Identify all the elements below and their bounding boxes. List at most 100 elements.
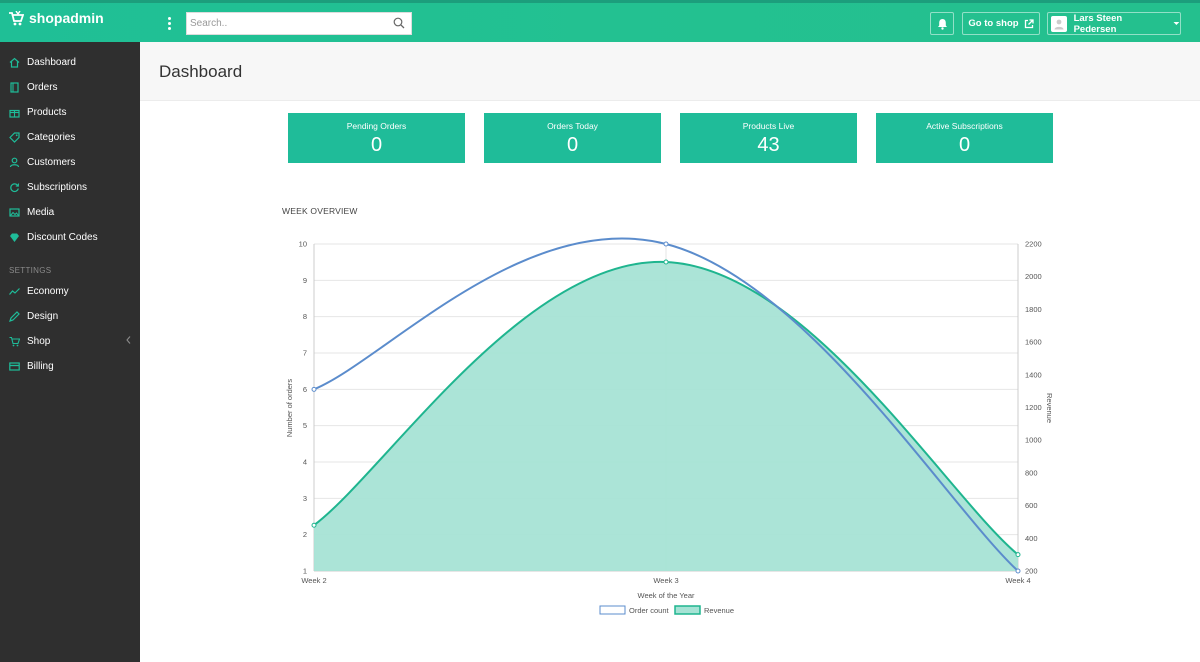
go-to-shop-button[interactable]: Go to shop: [962, 12, 1040, 35]
sidebar: Dashboard Orders Products Categories Cus…: [0, 42, 140, 662]
home-icon: [8, 56, 20, 68]
y2-tick-label: 2200: [1025, 240, 1042, 249]
page-title: Dashboard: [159, 62, 243, 81]
sidebar-item-label: Shop: [27, 335, 51, 347]
sidebar-item-label: Orders: [27, 81, 58, 93]
legend-label-revenue: Revenue: [704, 606, 734, 615]
sidebar-item-shop[interactable]: Shop: [0, 330, 140, 352]
x-tick-label: Week 4: [1005, 576, 1030, 585]
week-overview-title: WEEK OVERVIEW: [282, 206, 358, 216]
stat-value: 0: [370, 134, 383, 156]
revenue-point: [663, 259, 669, 265]
order-count-point: [663, 241, 669, 247]
app-logo[interactable]: shopadmin: [8, 10, 104, 26]
y-tick-label: 7: [303, 349, 307, 358]
sidebar-item-subscriptions[interactable]: Subscriptions: [0, 176, 140, 198]
cart-logo-icon: [9, 10, 24, 25]
y2-tick-label: 400: [1025, 534, 1038, 543]
top-bar: shopadmin Go to shop Lars Steen Pedersen: [0, 0, 1200, 42]
revenue-point: [311, 522, 317, 528]
sidebar-item-label: Media: [27, 206, 55, 218]
card-icon: [8, 360, 20, 372]
sidebar-item-label: Design: [27, 310, 59, 322]
y2-tick-label: 1200: [1025, 403, 1042, 412]
legend-label-order-count: Order count: [629, 606, 670, 615]
sidebar-item-discount-codes[interactable]: Discount Codes: [0, 226, 140, 248]
y2-tick-label: 600: [1025, 501, 1038, 510]
sidebar-item-label: Economy: [27, 285, 69, 297]
stat-label: Active Subscriptions: [926, 121, 1003, 131]
y-tick-label: 4: [303, 458, 307, 467]
user-avatar-icon: [1054, 19, 1064, 29]
cart-icon: [8, 335, 20, 347]
search-box: [186, 12, 412, 35]
x-tick-label: Week 3: [653, 576, 678, 585]
image-icon: [8, 206, 20, 218]
chevron-left-icon: [126, 336, 131, 344]
sidebar-item-label: Subscriptions: [27, 181, 88, 193]
stat-value: 0: [958, 134, 971, 156]
sidebar-item-dashboard[interactable]: Dashboard: [0, 51, 140, 73]
y-tick-label: 9: [303, 276, 307, 285]
page-header: Dashboard: [140, 42, 1200, 101]
y-tick-label: 1: [303, 567, 307, 576]
y-tick-label: 8: [303, 312, 307, 321]
sidebar-item-label: Billing: [27, 360, 54, 372]
order-count-point: [311, 386, 317, 392]
brush-icon: [8, 310, 20, 322]
y2-tick-label: 1400: [1025, 370, 1042, 379]
x-axis-title: Week of the Year: [638, 591, 695, 600]
sidebar-item-label: Categories: [27, 131, 76, 143]
sidebar-item-label: Discount Codes: [27, 231, 98, 243]
legend-swatch-revenue: [674, 605, 701, 615]
go-to-shop-label: Go to shop: [968, 18, 1019, 29]
y-tick-label: 10: [299, 240, 307, 249]
y2-tick-label: 1600: [1025, 338, 1042, 347]
revenue-area: [314, 261, 1018, 571]
sidebar-item-label: Products: [27, 106, 67, 118]
user-name: Lars Steen Pedersen: [1073, 12, 1123, 35]
search-icon[interactable]: [393, 17, 405, 29]
sidebar-item-economy[interactable]: Economy: [0, 280, 140, 302]
chevron-down-icon: [1173, 22, 1180, 25]
trend-icon: [8, 285, 20, 297]
stat-card-pending-orders[interactable]: Pending Orders 0: [288, 113, 465, 163]
stat-label: Pending Orders: [346, 121, 407, 131]
user-icon: [8, 156, 20, 168]
week-overview-chart: 1 2 3 4 5 6 7 8 9 10 200 400 600 800 1000 1200 1400 1600…: [285, 237, 1054, 615]
external-link-icon: [1024, 18, 1034, 28]
y-tick-label: 5: [303, 421, 307, 430]
revenue-point: [1015, 552, 1021, 558]
stat-card-orders-today[interactable]: Orders Today 0: [484, 113, 661, 163]
sidebar-item-media[interactable]: Media: [0, 201, 140, 223]
y2-tick-label: 200: [1025, 567, 1038, 576]
settings-heading: SETTINGS: [9, 266, 52, 275]
x-tick-label: Week 2: [301, 576, 326, 585]
refresh-icon: [8, 181, 20, 193]
app-name: shopadmin: [29, 10, 104, 26]
sidebar-item-orders[interactable]: Orders: [0, 76, 140, 98]
y2-axis-title: Revenue: [1045, 393, 1054, 423]
user-menu-button[interactable]: Lars Steen Pedersen: [1047, 12, 1181, 35]
tag-icon: [8, 131, 20, 143]
sidebar-item-billing[interactable]: Billing: [0, 355, 140, 377]
y-axis-title: Number of orders: [285, 379, 294, 438]
stat-label: Orders Today: [547, 121, 598, 131]
sidebar-item-categories[interactable]: Categories: [0, 126, 140, 148]
stat-value: 0: [566, 134, 579, 156]
y2-tick-label: 1000: [1025, 436, 1042, 445]
sidebar-item-design[interactable]: Design: [0, 305, 140, 327]
stat-card-products-live[interactable]: Products Live 43: [680, 113, 857, 163]
stat-label: Products Live: [742, 121, 795, 131]
menu-toggle-icon[interactable]: [164, 13, 174, 33]
notifications-button[interactable]: [930, 12, 954, 35]
sidebar-item-customers[interactable]: Customers: [0, 151, 140, 173]
stat-value: 43: [757, 134, 780, 156]
search-input[interactable]: [187, 13, 387, 34]
y-tick-label: 6: [303, 385, 307, 394]
sidebar-item-products[interactable]: Products: [0, 101, 140, 123]
diamond-icon: [8, 231, 20, 243]
sidebar-item-label: Dashboard: [27, 56, 76, 68]
y2-tick-label: 1800: [1025, 305, 1042, 314]
stat-card-active-subscriptions[interactable]: Active Subscriptions 0: [876, 113, 1053, 163]
